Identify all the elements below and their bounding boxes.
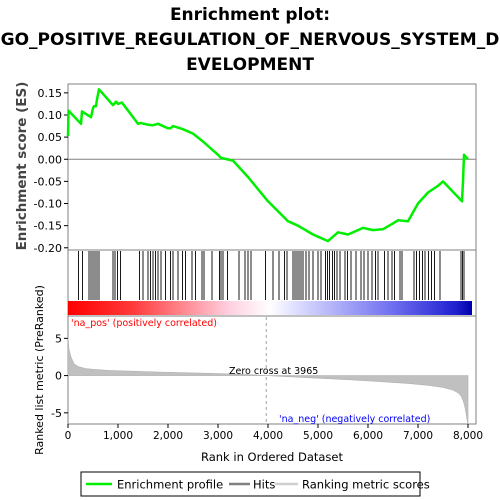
es-y-axis-label: Enrichment score (ES) bbox=[14, 82, 30, 251]
chart-title-line-1: Enrichment plot: bbox=[170, 5, 330, 25]
es-y-tick-label: 0.15 bbox=[38, 87, 63, 100]
x-tick-label: 5,000 bbox=[303, 430, 333, 442]
hit-lines bbox=[78, 251, 465, 300]
ranked-list-color-bar bbox=[68, 301, 472, 315]
x-tick-label: 2,000 bbox=[153, 430, 183, 442]
x-tick-label: 0 bbox=[65, 430, 72, 442]
es-y-tick-label: 0.05 bbox=[38, 131, 63, 144]
es-y-tick-label: 0.10 bbox=[38, 109, 63, 122]
enrichment-profile-line bbox=[66, 88, 469, 243]
metric-panel-frame bbox=[67, 315, 477, 425]
chart-title-line-3: EVELOPMENT bbox=[186, 55, 314, 75]
neg-correlated-label: 'na_neg' (negatively correlated) bbox=[279, 414, 430, 425]
ranking-metric-series bbox=[67, 317, 469, 425]
enrichment-profile-series bbox=[66, 88, 469, 243]
es-y-tick-label: -0.05 bbox=[34, 175, 62, 188]
x-tick-label: 7,000 bbox=[403, 430, 433, 442]
legend-item-ranking-metric: Ranking metric scores bbox=[275, 478, 430, 492]
legend-label-enrichment-profile: Enrichment profile bbox=[117, 478, 223, 492]
es-y-tick-label: 0.00 bbox=[38, 153, 63, 166]
metric-y-tick-label: -5 bbox=[51, 407, 62, 420]
x-axis-label: Rank in Ordered Dataset bbox=[201, 450, 344, 464]
metric-y-axis-label: Ranked list metric (PreRanked) bbox=[33, 285, 46, 455]
metric-y-axis: 5 0 -5 bbox=[51, 332, 68, 420]
legend-item-hits: Hits bbox=[229, 478, 275, 492]
x-tick-label: 3,000 bbox=[203, 430, 233, 442]
es-y-axis: 0.15 0.10 0.05 0.00 -0.05 -0.10 -0.15 -0.20 bbox=[34, 87, 68, 255]
zero-cross-label: Zero cross at 3965 bbox=[229, 366, 318, 377]
legend-item-enrichment-profile: Enrichment profile bbox=[86, 478, 223, 492]
legend-label-ranking-metric: Ranking metric scores bbox=[302, 478, 430, 492]
pos-correlated-label: 'na_pos' (positively correlated) bbox=[71, 318, 217, 329]
x-axis: 0 1,000 2,000 3,000 4,000 5,000 6,000 7,000 8,00… bbox=[65, 424, 483, 442]
x-tick-label: 1,000 bbox=[103, 430, 133, 442]
legend-label-hits: Hits bbox=[253, 478, 275, 492]
x-tick-label: 6,000 bbox=[353, 430, 383, 442]
es-y-tick-label: -0.20 bbox=[34, 242, 62, 255]
metric-y-tick-label: 0 bbox=[55, 370, 62, 383]
legend-box bbox=[80, 471, 421, 497]
x-tick-label: 8,000 bbox=[453, 430, 483, 442]
es-panel-frame bbox=[67, 83, 477, 251]
es-y-tick-label: -0.10 bbox=[34, 198, 62, 211]
metric-y-tick-label: 5 bbox=[55, 332, 62, 345]
chart-title-line-2: GO_POSITIVE_REGULATION_OF_NERVOUS_SYSTEM… bbox=[1, 30, 500, 50]
es-y-tick-label: -0.15 bbox=[34, 220, 62, 233]
ranking-metric-area bbox=[67, 336, 469, 425]
x-tick-label: 4,000 bbox=[253, 430, 283, 442]
